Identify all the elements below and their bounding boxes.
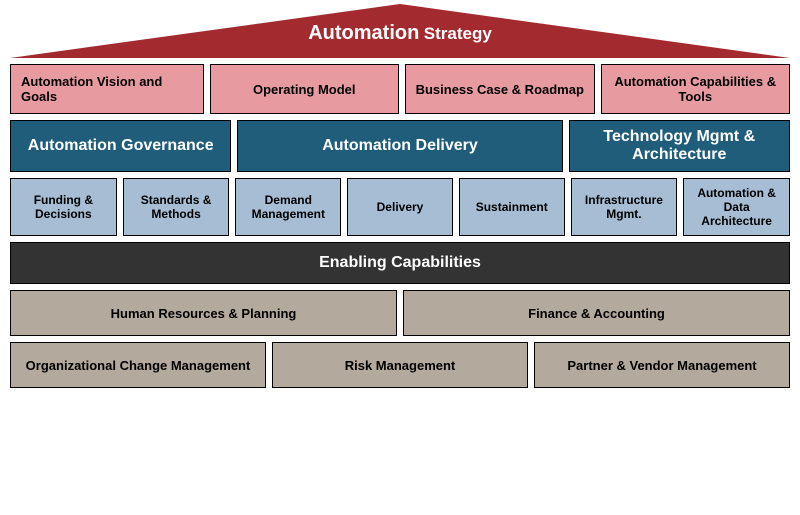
sub-group-technology: Infrastructure Mgmt. Automation & Data A…	[571, 178, 790, 236]
enabling-box: Risk Management	[272, 342, 528, 388]
sub-group-governance: Funding & Decisions Standards & Methods	[10, 178, 229, 236]
pillar-technology: Technology Mgmt & Architecture	[569, 120, 790, 172]
row-enabling-1: Human Resources & Planning Finance & Acc…	[0, 290, 800, 336]
row-subcapabilities: Funding & Decisions Standards & Methods …	[0, 178, 800, 236]
enabling-box: Organizational Change Management	[10, 342, 266, 388]
pillar-delivery: Automation Delivery	[237, 120, 562, 172]
row-pillars: Automation Governance Automation Deliver…	[0, 120, 800, 172]
roof-title-rest: Strategy	[424, 24, 492, 43]
sub-box: Sustainment	[459, 178, 565, 236]
sub-box: Standards & Methods	[123, 178, 230, 236]
sub-box: Delivery	[347, 178, 453, 236]
sub-box: Demand Management	[235, 178, 341, 236]
sub-box: Infrastructure Mgmt.	[571, 178, 678, 236]
strategy-box: Automation Vision and Goals	[10, 64, 204, 114]
enabling-box: Partner & Vendor Management	[534, 342, 790, 388]
roof-title-strong: Automation	[308, 22, 419, 44]
strategy-box: Automation Capabilities & Tools	[601, 64, 791, 114]
pillar-governance: Automation Governance	[10, 120, 231, 172]
sub-group-delivery: Demand Management Delivery Sustainment	[235, 178, 564, 236]
enabling-box: Human Resources & Planning	[10, 290, 397, 336]
roof: Automation Strategy	[0, 0, 800, 58]
sub-box: Funding & Decisions	[10, 178, 117, 236]
roof-title: Automation Strategy	[308, 22, 492, 45]
strategy-box: Operating Model	[210, 64, 400, 114]
row-strategy: Automation Vision and Goals Operating Mo…	[0, 64, 800, 114]
row-enabling-2: Organizational Change Management Risk Ma…	[0, 342, 800, 388]
framework-diagram: Automation Strategy Automation Vision an…	[0, 0, 800, 388]
enabling-box: Finance & Accounting	[403, 290, 790, 336]
strategy-box: Business Case & Roadmap	[405, 64, 595, 114]
sub-box: Automation & Data Architecture	[683, 178, 790, 236]
enabling-header: Enabling Capabilities	[10, 242, 790, 284]
row-enabling-header: Enabling Capabilities	[0, 242, 800, 284]
